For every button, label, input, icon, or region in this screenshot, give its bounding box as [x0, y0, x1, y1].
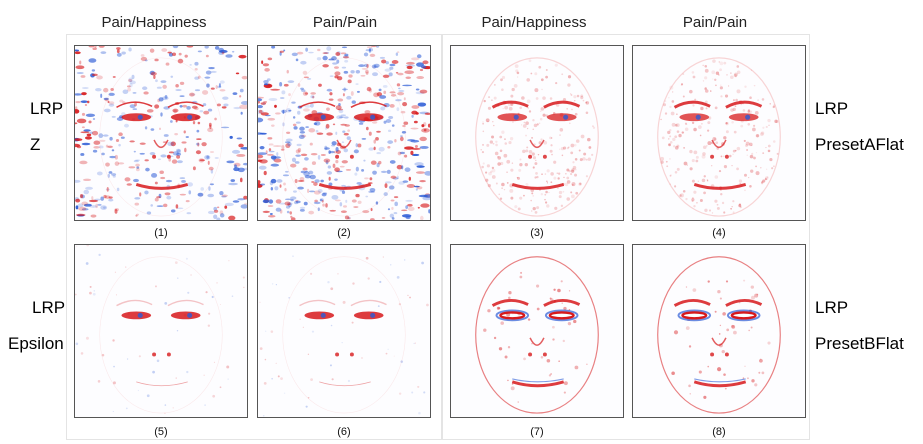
heatmap-image-6: [259, 255, 429, 417]
row-label-top-right: LRP PresetAFlat: [815, 91, 904, 163]
column-header-4: Pain/Pain: [682, 14, 748, 31]
heatmap-panel-1: [74, 45, 248, 221]
caption-5: (5): [154, 426, 168, 438]
heatmap-panel-4: [632, 45, 806, 221]
caption-1: (1): [154, 227, 168, 239]
heatmap-image-4: [657, 57, 781, 217]
row-label-top-left-line2: Z: [30, 135, 41, 154]
heatmap-panel-8: [632, 244, 806, 418]
row-label-top-left-line1: LRP: [30, 99, 64, 118]
left-group-frame: [66, 34, 442, 440]
right-group-frame: [442, 34, 810, 440]
row-label-top-right-line2: PresetAFlat: [815, 135, 904, 154]
heatmap-panel-2: [257, 45, 431, 221]
heatmap-panel-7: [450, 244, 624, 418]
caption-6: (6): [337, 426, 351, 438]
caption-8: (8): [712, 426, 726, 438]
heatmap-image-3: [475, 57, 599, 217]
heatmap-image-2: [258, 46, 430, 220]
row-label-top-right-line1: LRP: [815, 99, 849, 118]
row-label-bottom-left: LRP Epsilon: [8, 290, 65, 362]
row-label-bottom-right-line1: LRP: [815, 298, 849, 317]
heatmap-image-8: [657, 256, 781, 414]
column-header-3: Pain/Happiness: [481, 14, 587, 31]
heatmap-panel-6: [257, 244, 431, 418]
heatmap-image-1: [75, 46, 247, 220]
column-header-2: Pain/Pain: [312, 14, 378, 31]
heatmap-panel-5: [74, 244, 248, 418]
caption-4: (4): [712, 227, 726, 239]
row-label-bottom-right: LRP PresetBFlat: [815, 290, 904, 362]
row-label-bottom-right-line2: PresetBFlat: [815, 334, 904, 353]
row-label-bottom-left-line2: Epsilon: [8, 334, 64, 353]
heatmap-image-7: [475, 256, 599, 414]
row-label-bottom-left-line1: LRP: [32, 298, 66, 317]
column-header-1: Pain/Happiness: [101, 14, 207, 31]
row-label-top-left: LRP Z: [30, 91, 63, 163]
caption-7: (7): [530, 426, 544, 438]
caption-2: (2): [337, 227, 351, 239]
heatmap-image-5: [75, 245, 245, 414]
heatmap-panel-3: [450, 45, 624, 221]
caption-3: (3): [530, 227, 544, 239]
